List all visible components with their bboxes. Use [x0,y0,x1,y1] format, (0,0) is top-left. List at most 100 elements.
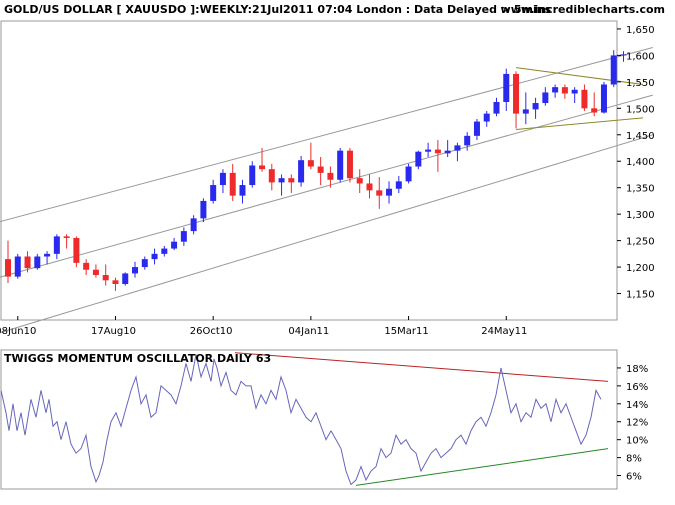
candle-body [366,183,373,191]
price-panel-frame [0,20,618,321]
candle-body [24,256,31,269]
candle-body [73,237,80,263]
price-candle [434,140,441,172]
price-candle [73,236,80,268]
candle-body [298,160,305,183]
candle-body [473,121,480,136]
price-candle [346,148,353,183]
price-candle [552,84,559,98]
price-candle [395,176,402,193]
price-candle [600,81,607,114]
price-candle [591,92,598,117]
candle-body [83,262,90,270]
candle-body [600,84,607,113]
oscillator-y-tick-label: 12% [626,418,648,429]
price-candle [229,163,236,201]
price-candle [288,174,295,193]
candle-body [210,185,217,201]
candle-body [161,248,168,254]
price-candle [356,169,363,193]
price-candle [327,166,334,188]
price-candle [141,256,148,270]
candle-body [415,151,422,167]
price-candle [151,248,158,265]
candle-body [376,190,383,196]
candle-body [288,178,295,183]
price-candle [620,51,627,62]
price-y-tick-label: 1,650 [626,25,655,36]
price-y-tick-label: 1,250 [626,237,655,248]
candle-body [278,178,285,183]
price-candle [5,240,11,283]
price-candle [14,253,21,279]
candle-body [464,135,471,146]
candle-body [317,166,324,173]
candle-body [190,218,197,232]
candle-body [63,236,70,238]
oscillator-y-tick-label: 6% [626,472,642,483]
price-candle [210,179,217,204]
price-candle [190,215,197,235]
candle-body [425,149,432,152]
candle-body [307,160,314,167]
candle-body [180,231,187,242]
candle-body [141,259,148,268]
candle-body [483,113,490,122]
candle-body [112,280,119,285]
trend-line-momentum-support [355,448,609,486]
oscillator-series [330,367,602,486]
site-link[interactable]: www.incrediblecharts.com [501,3,665,16]
price-candle [513,71,520,129]
price-candle [92,264,99,278]
price-candle [561,84,568,99]
price-x-tick-label: 15Mar11 [384,326,428,337]
price-candle [425,142,432,158]
trend-line-triangle-upper [515,67,644,86]
price-candle [219,169,226,193]
price-x-tick-label: 17Aug10 [91,326,136,337]
price-candle [571,87,578,104]
oscillator-y-tick-label: 10% [626,436,648,447]
price-y-tick-label: 1,550 [626,78,655,89]
price-candle [454,142,461,162]
oscillator-y-tick-label: 18% [626,364,648,375]
price-candle [522,92,529,125]
candle-body [571,89,578,94]
candle-body [337,150,344,180]
candle-body [122,273,129,285]
price-candle [337,148,344,183]
oscillator-trend-lines [234,352,609,486]
candle-body [346,150,353,179]
price-candle [610,50,617,88]
price-candle [493,97,500,117]
oscillator-y-tick-label: 16% [626,382,648,393]
candle-body [102,275,109,281]
candle-body [151,253,158,260]
price-candle [581,84,588,111]
price-candle [483,110,490,127]
candle-body [92,269,99,276]
trend-line-momentum-resistance [234,352,609,382]
price-candle [180,227,187,246]
price-candle [386,181,393,204]
candle-body [356,178,363,184]
candle-body [249,165,256,186]
candle-body [513,73,520,114]
price-candle [34,253,41,270]
candle-body [53,236,60,254]
price-y-tick-label: 1,350 [626,184,655,195]
price-candle [307,142,314,170]
trend-line-channel-middle [0,94,653,278]
price-candle [542,87,549,106]
candle-body [444,150,451,154]
candle-body [434,149,441,154]
candle-body [405,166,412,182]
price-candle [122,272,129,286]
price-candle [366,174,373,199]
price-candle [83,259,90,276]
price-x-tick-label: 26Oct10 [190,326,233,337]
candle-body [34,256,41,269]
candle-body [239,185,246,196]
